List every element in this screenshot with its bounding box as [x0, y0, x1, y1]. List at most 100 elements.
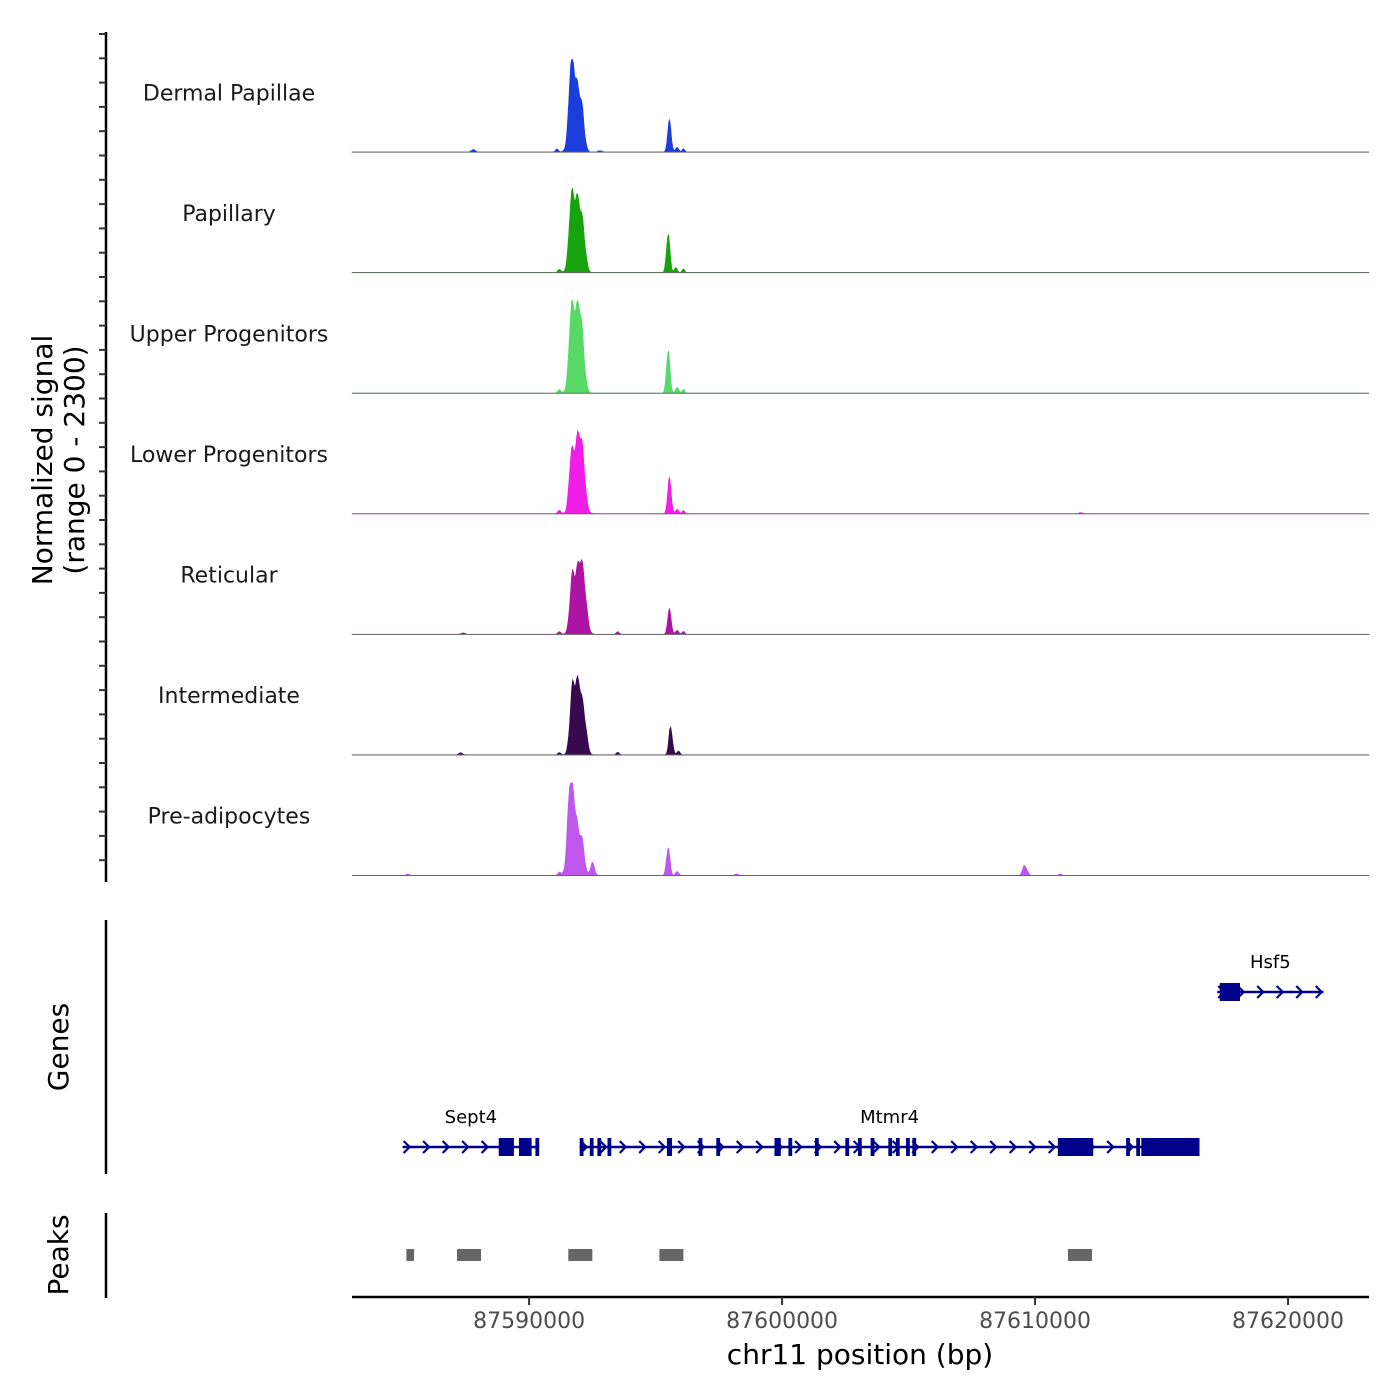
gene-exon: [535, 1138, 540, 1156]
y-axis-title-line2: (range 0 - 2300): [58, 345, 91, 574]
coverage-signal-area: [351, 429, 1370, 515]
strand-arrow: [1008, 1140, 1018, 1154]
gene-exon: [597, 1138, 602, 1156]
track-label: Lower Progenitors: [130, 443, 328, 468]
peak-region: [659, 1249, 684, 1261]
coverage-tracks: Dermal Papillae Papillary Upper Progenitor…: [130, 59, 1370, 876]
strand-arrow: [461, 1140, 470, 1154]
strand-arrow: [1314, 985, 1324, 999]
y-axis-title-line1: Normalized signal: [26, 335, 59, 586]
gene-exon: [906, 1138, 910, 1156]
coverage-track: Lower Progenitors: [130, 429, 1370, 515]
track-label: Reticular: [180, 564, 278, 589]
gene-exon: [1057, 1138, 1094, 1156]
x-tick-label: 87600000: [726, 1309, 838, 1334]
gene-mtmr4: Mtmr4: [579, 1107, 1200, 1156]
coverage-track: Papillary: [182, 187, 1370, 274]
peak-region: [1067, 1249, 1092, 1261]
track-label: Papillary: [182, 202, 276, 227]
strand-arrow: [677, 1140, 686, 1154]
strand-arrow: [833, 1140, 842, 1154]
coverage-signal-area: [351, 187, 1370, 273]
strand-arrow: [969, 1140, 979, 1154]
gene-exon: [788, 1138, 793, 1156]
track-label: Dermal Papillae: [143, 81, 315, 106]
strand-arrow: [618, 1140, 628, 1154]
strand-arrow: [989, 1140, 998, 1154]
strand-arrow: [872, 1140, 881, 1154]
gene-exon: [774, 1138, 781, 1156]
gene-exon: [698, 1138, 703, 1156]
gene-label: Sept4: [445, 1107, 497, 1128]
peak-region: [406, 1249, 414, 1261]
coverage-track: Upper Progenitors: [130, 299, 1370, 394]
x-tick-label: 87590000: [473, 1309, 585, 1334]
coverage-y-ticks: [99, 33, 106, 862]
strand-arrow: [1028, 1140, 1037, 1154]
coverage-track: Dermal Papillae: [143, 59, 1370, 153]
gene-label: Mtmr4: [860, 1107, 919, 1128]
strand-arrow: [950, 1140, 959, 1154]
coverage-signal-area: [351, 674, 1370, 756]
track-label: Upper Progenitors: [130, 322, 329, 347]
gene-exon: [579, 1138, 584, 1156]
genes-track: Sept4 Mtmr4 Hsf5: [402, 952, 1324, 1156]
strand-arrow: [441, 1140, 451, 1154]
coverage-signal-area: [352, 782, 1369, 876]
strand-arrow: [480, 1140, 490, 1154]
gene-exon: [912, 1138, 917, 1156]
strand-arrow: [735, 1140, 745, 1154]
gene-exon: [498, 1138, 514, 1156]
gene-hsf5: Hsf5: [1217, 952, 1324, 1001]
x-axis-title: chr11 position (bp): [727, 1338, 993, 1371]
x-tick-label: 87610000: [979, 1309, 1091, 1334]
gene-label: Hsf5: [1250, 952, 1291, 973]
peaks-track: [406, 1249, 1092, 1261]
track-label: Intermediate: [158, 684, 300, 709]
gene-exon: [1126, 1138, 1130, 1156]
gene-exon: [607, 1138, 612, 1156]
strand-arrow: [755, 1140, 764, 1154]
x-axis: 87590000 87600000 87610000 87620000: [352, 1295, 1369, 1334]
gene-exon: [870, 1138, 875, 1156]
strand-arrow: [402, 1140, 412, 1154]
gene-exon: [1136, 1138, 1141, 1156]
coverage-track: Intermediate: [158, 674, 1370, 756]
gene-exon: [888, 1138, 893, 1156]
gene-exon: [518, 1138, 532, 1156]
gene-exon: [716, 1138, 721, 1156]
gene-exon: [1141, 1138, 1200, 1156]
strand-arrow: [930, 1140, 940, 1154]
coverage-track: Pre-adipocytes: [148, 782, 1369, 876]
gene-exon: [1219, 983, 1240, 1001]
gene-exon: [857, 1138, 862, 1156]
coverage-signal-area: [351, 59, 1370, 153]
gene-exon: [589, 1138, 594, 1156]
strand-arrow: [1047, 1140, 1057, 1154]
coverage-signal-area: [351, 299, 1370, 394]
peaks-track-label: Peaks: [42, 1214, 75, 1295]
strand-arrow: [1106, 1140, 1115, 1154]
strand-arrow: [1275, 985, 1285, 999]
x-tick-label: 87620000: [1232, 1309, 1344, 1334]
coverage-track: Reticular: [180, 558, 1370, 635]
track-label: Pre-adipocytes: [148, 805, 311, 830]
peak-region: [568, 1249, 593, 1261]
strand-arrow: [1295, 985, 1304, 999]
strand-arrow: [794, 1140, 803, 1154]
strand-arrow: [422, 1140, 431, 1154]
strand-arrow: [599, 1140, 608, 1154]
gene-exon: [814, 1138, 819, 1156]
gene-exon: [895, 1138, 900, 1156]
coverage-y-axis: [99, 32, 108, 882]
peak-region: [456, 1249, 482, 1261]
gene-exon: [666, 1138, 673, 1156]
coverage-signal-area: [351, 558, 1370, 635]
strand-arrow: [638, 1140, 647, 1154]
strand-arrow: [1256, 985, 1265, 999]
gene-sept4: Sept4: [402, 1107, 540, 1156]
strand-arrow: [657, 1140, 667, 1154]
genes-track-label: Genes: [42, 1003, 75, 1091]
gene-exon: [845, 1138, 850, 1156]
